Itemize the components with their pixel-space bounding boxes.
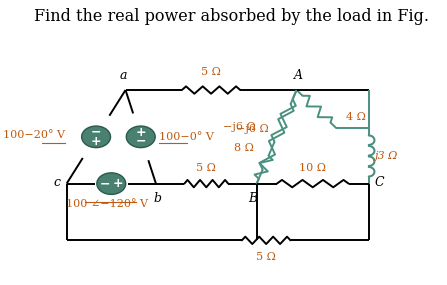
Text: a: a (120, 68, 127, 82)
Text: 5 Ω: 5 Ω (196, 163, 216, 173)
Circle shape (127, 126, 155, 148)
Text: +: + (91, 135, 101, 148)
Text: −: − (100, 177, 110, 190)
Text: −j6 Ω: −j6 Ω (223, 122, 256, 132)
Text: b: b (154, 192, 162, 205)
Text: 10 Ω: 10 Ω (299, 163, 326, 173)
Circle shape (97, 173, 126, 194)
Text: 5 Ω: 5 Ω (201, 67, 221, 77)
Text: +: + (135, 126, 146, 139)
Text: −: − (135, 135, 146, 148)
Text: c: c (54, 176, 61, 189)
Text: Find the real power absorbed by the load in Fig.: Find the real power absorbed by the load… (34, 8, 430, 25)
Text: −: − (91, 126, 101, 139)
Text: 8 Ω: 8 Ω (234, 143, 254, 153)
Text: 100−0° V: 100−0° V (159, 132, 214, 142)
Text: B: B (248, 192, 257, 205)
Text: 4 Ω: 4 Ω (346, 112, 366, 122)
Text: C: C (375, 176, 384, 189)
Text: 100 ∠−120° V: 100 ∠−120° V (67, 199, 148, 209)
Circle shape (82, 126, 110, 148)
Text: −j6 Ω: −j6 Ω (236, 124, 268, 134)
Text: 100−20° V: 100−20° V (3, 131, 65, 141)
Text: j3 Ω: j3 Ω (375, 151, 398, 161)
Text: 5 Ω: 5 Ω (256, 252, 276, 262)
Text: A: A (294, 68, 303, 82)
Text: +: + (113, 177, 123, 190)
